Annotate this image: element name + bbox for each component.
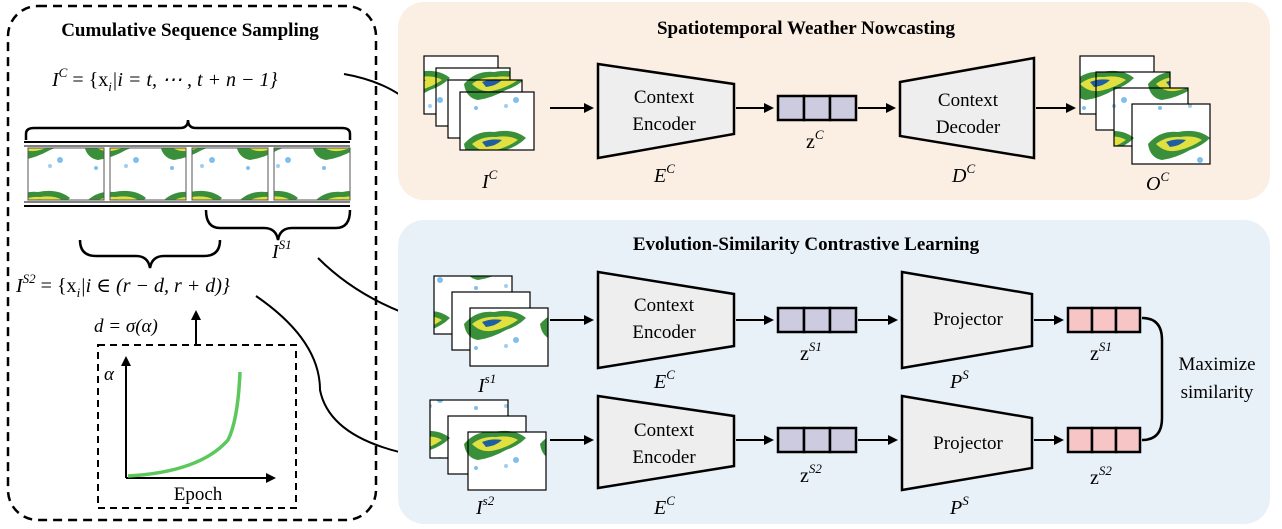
row2-input-label: Is2 [475, 493, 495, 519]
row1-projector-symbol: PS [949, 367, 969, 393]
top-latent-label: zC [806, 127, 824, 153]
row2-projector-symbol: PS [949, 493, 969, 519]
top-encoder-line1: Context [634, 87, 695, 108]
top-panel-title: Spatiotemporal Weather Nowcasting [657, 18, 956, 39]
top-decoder-line2: Decoder [936, 117, 1001, 138]
ic-equation: IC = {xi|i = t, ⋯ , t + n − 1} [51, 65, 278, 94]
row1-projector-label: Projector [933, 309, 1003, 330]
row2-encoder-line1: Context [634, 420, 695, 441]
top-decoder-symbol: DC [951, 161, 975, 187]
row2-encoder-symbol: EC [653, 493, 675, 519]
row2-encoder [596, 394, 736, 490]
row1-encoder-symbol: EC [653, 367, 675, 393]
row2-encoder-line2: Encoder [632, 447, 696, 468]
top-output-stack [1079, 55, 1211, 165]
frame-1 [27, 147, 105, 201]
row1-encoder-line2: Encoder [632, 322, 696, 343]
is1-brace [204, 209, 352, 241]
row1-latent-label: zS1 [800, 339, 822, 365]
frame-4 [273, 147, 351, 201]
is2-equation: IS2 = {xi|i ∈ (r − d, r + d)} [15, 271, 230, 300]
top-output-label: OC [1146, 169, 1169, 195]
row2-projector [900, 394, 1034, 492]
row1-input-stack [433, 275, 549, 367]
top-decoder-line1: Context [938, 90, 999, 111]
row2-latent-label: zS2 [800, 461, 822, 487]
top-encoder [596, 62, 736, 160]
top-encoder-symbol: EC [653, 161, 675, 187]
row1-projector [900, 270, 1034, 370]
row2-projection [1066, 426, 1142, 454]
row1-encoder [596, 270, 736, 370]
is1-label: IS1 [271, 237, 292, 263]
alpha-label: α [104, 364, 115, 385]
similarity-label: similarity [1181, 382, 1254, 403]
row1-projection [1066, 306, 1142, 334]
maximize-label: Maximize [1178, 354, 1255, 375]
left-panel-title: Cumulative Sequence Sampling [61, 20, 319, 41]
top-encoder-line2: Encoder [632, 114, 696, 135]
row2-input-stack [429, 399, 547, 491]
frame-2 [109, 147, 187, 201]
is2-brace [78, 239, 222, 269]
frame-3 [191, 147, 269, 201]
row1-projection-label: zS1 [1090, 339, 1112, 365]
is2-to-row2-arrow [255, 295, 420, 460]
row1-input-label: Is1 [477, 371, 496, 397]
top-input-label: IC [481, 167, 498, 193]
sequence-frames [27, 147, 351, 201]
schedule-curve [127, 371, 242, 478]
ic-brace [24, 119, 352, 140]
row2-projection-label: zS2 [1090, 463, 1112, 489]
row1-latent [776, 306, 858, 334]
bottom-panel-title: Evolution-Similarity Contrastive Learnin… [633, 234, 980, 255]
schedule-inset [97, 344, 297, 509]
d-equation: d = σ(α) [94, 316, 158, 337]
row1-encoder-line1: Context [634, 295, 695, 316]
row2-latent [776, 426, 858, 454]
top-latent [776, 94, 858, 122]
epoch-label: Epoch [174, 484, 223, 505]
similarity-bracket [1141, 316, 1164, 442]
top-decoder [898, 56, 1036, 160]
top-input-stack [423, 55, 535, 151]
row2-projector-label: Projector [933, 433, 1003, 454]
